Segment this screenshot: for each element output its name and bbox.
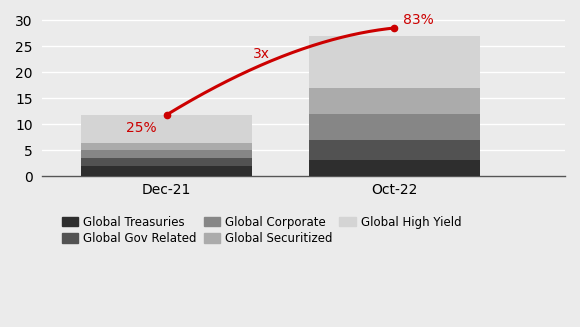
Bar [81,165,252,176]
Bar [309,88,480,114]
Bar [81,115,252,143]
Bar [81,143,252,150]
Text: 3x: 3x [253,47,270,61]
Bar [309,36,480,88]
Bar [309,114,480,140]
Legend: Global Treasuries, Global Gov Related, Global Corporate, Global Securitized, Glo: Global Treasuries, Global Gov Related, G… [57,211,466,250]
Text: 25%: 25% [126,121,157,135]
Bar [81,158,252,165]
Bar [81,150,252,158]
Bar [309,140,480,161]
Text: 83%: 83% [404,13,434,27]
Bar [309,161,480,176]
